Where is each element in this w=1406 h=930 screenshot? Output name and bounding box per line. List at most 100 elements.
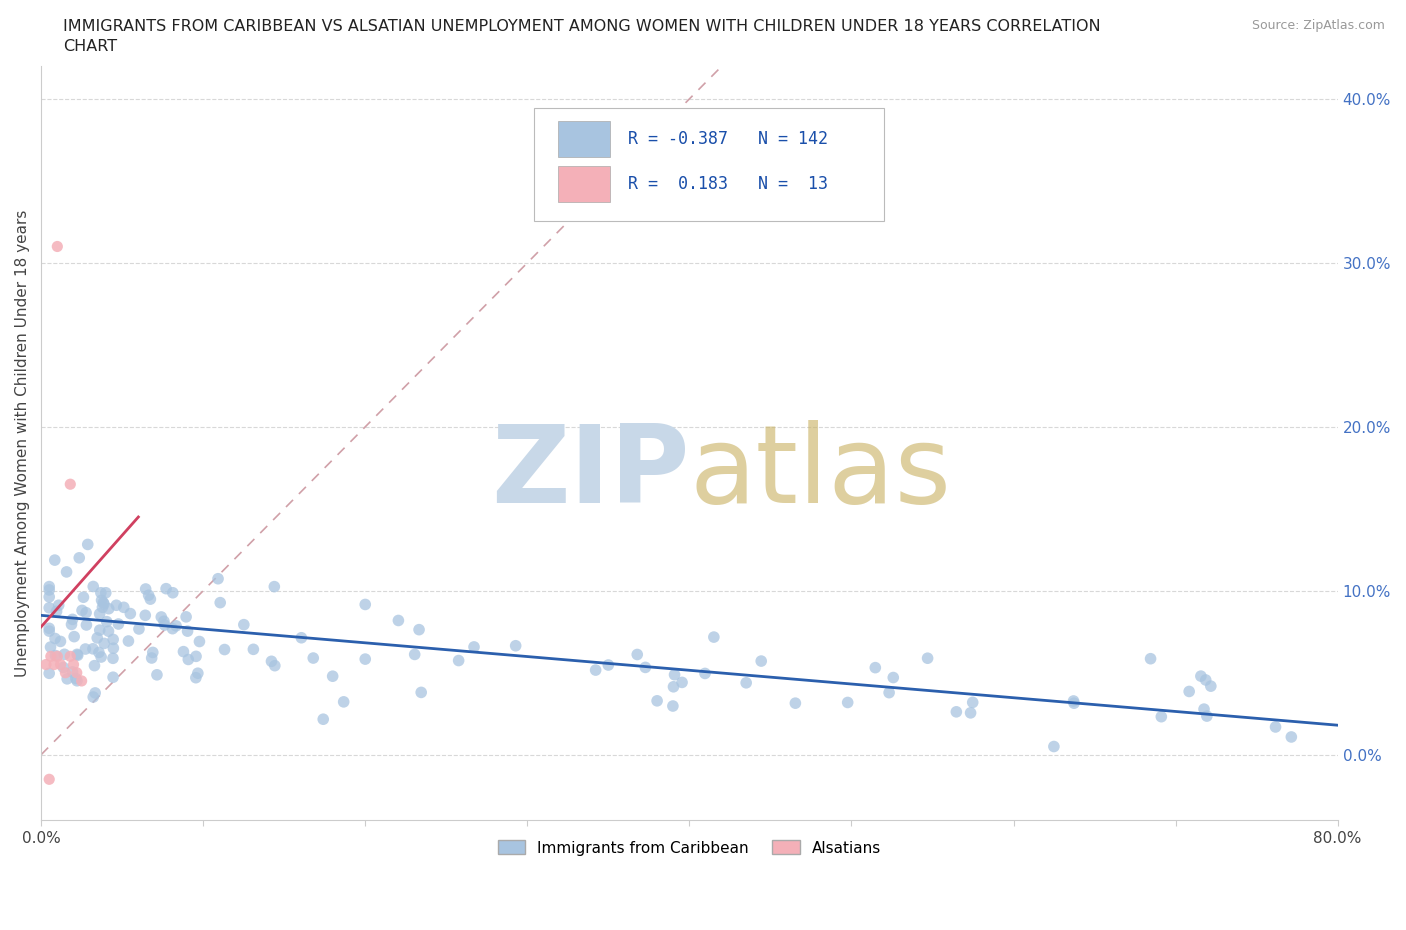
Point (70, 603, 93, 618)
Point (188, 634, 211, 649)
Point (917, 651, 939, 666)
Point (749, 654, 772, 669)
Point (354, 597, 377, 612)
Point (82, 579, 104, 594)
Point (76, 537, 98, 551)
Point (86, 631, 108, 645)
Point (65, 671, 87, 686)
Point (89, 606, 111, 621)
Text: IMMIGRANTS FROM CARIBBEAN VS ALSATIAN UNEMPLOYMENT AMONG WOMEN WITH CHILDREN UND: IMMIGRANTS FROM CARIBBEAN VS ALSATIAN UN… (63, 19, 1101, 33)
Point (62, 612, 84, 627)
Point (38, 590, 60, 604)
Point (60, 617, 83, 631)
Legend: Immigrants from Caribbean, Alsatians: Immigrants from Caribbean, Alsatians (492, 834, 887, 862)
Y-axis label: Unemployment Among Women with Children Under 18 years: Unemployment Among Women with Children U… (15, 209, 30, 677)
Point (153, 614, 176, 629)
Point (90, 649, 112, 664)
Point (703, 630, 725, 644)
Point (172, 644, 194, 659)
Point (105, 598, 128, 613)
Point (83, 658, 105, 673)
Point (153, 618, 176, 632)
Point (959, 706, 981, 721)
Point (38, 582, 60, 597)
Point (411, 685, 433, 700)
Point (91, 595, 114, 610)
Point (135, 581, 157, 596)
Point (626, 647, 648, 662)
Point (162, 621, 184, 636)
Point (662, 679, 685, 694)
Point (505, 638, 527, 653)
Point (645, 694, 668, 709)
Point (101, 632, 124, 647)
Point (354, 652, 377, 667)
Point (38, 579, 60, 594)
Point (56, 671, 79, 686)
Point (39, 649, 62, 664)
Point (46, 239, 69, 254)
Point (97, 624, 120, 639)
Point (90, 592, 112, 607)
Point (49, 658, 72, 672)
Point (404, 647, 426, 662)
Point (260, 654, 283, 669)
Point (387, 613, 409, 628)
Point (877, 685, 900, 700)
Point (141, 651, 163, 666)
Point (232, 618, 254, 632)
Point (671, 675, 693, 690)
Point (117, 633, 139, 648)
Point (209, 595, 232, 610)
Point (82, 642, 104, 657)
Point (263, 579, 285, 594)
Point (693, 666, 716, 681)
Point (447, 653, 470, 668)
Point (1264, 720, 1286, 735)
Point (84, 685, 107, 700)
Point (945, 704, 967, 719)
Text: atlas: atlas (689, 420, 952, 526)
Point (53, 647, 76, 662)
Point (91, 600, 114, 615)
Point (165, 618, 187, 633)
Point (38, 621, 60, 636)
Point (66, 648, 89, 663)
Point (39, 640, 62, 655)
Point (177, 652, 200, 667)
Point (1195, 709, 1218, 724)
Point (207, 571, 229, 586)
Point (66, 673, 89, 688)
Point (82, 689, 104, 704)
Point (146, 668, 169, 683)
Point (72, 590, 94, 604)
Point (70, 673, 93, 688)
Point (962, 695, 984, 710)
Point (1150, 710, 1173, 724)
Point (882, 671, 904, 685)
Point (44, 631, 66, 646)
Point (66, 665, 89, 680)
Point (62, 664, 84, 679)
Point (312, 711, 335, 726)
Point (120, 606, 142, 621)
Point (302, 651, 325, 666)
Point (75, 605, 97, 620)
Point (785, 696, 807, 711)
Point (44, 552, 66, 567)
Text: CHART: CHART (63, 39, 117, 54)
Bar (558, 121, 610, 157)
Point (38, 666, 60, 681)
Point (322, 669, 344, 684)
Point (93, 636, 115, 651)
Point (89, 623, 111, 638)
Point (38, 601, 60, 616)
Point (38, 624, 60, 639)
Point (139, 591, 162, 606)
Point (46, 649, 69, 664)
Point (1199, 679, 1222, 694)
Point (44, 648, 66, 663)
Point (97, 602, 120, 617)
Point (162, 585, 184, 600)
Point (598, 658, 620, 672)
